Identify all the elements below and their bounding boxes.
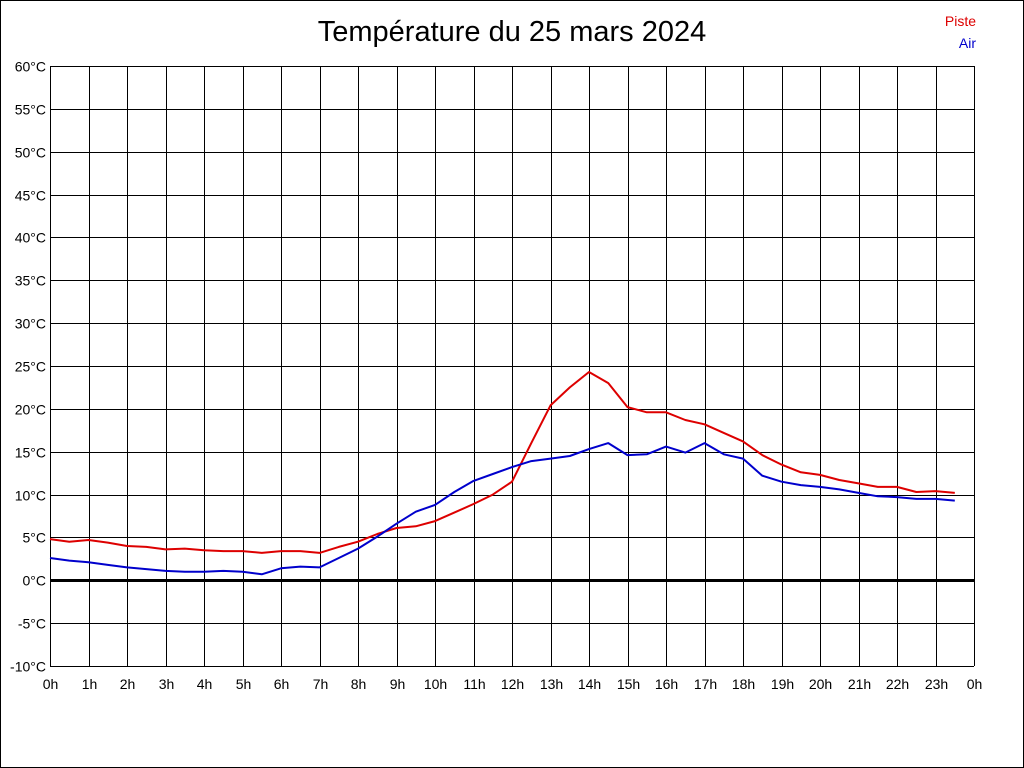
x-tick-label: 14h [578, 676, 601, 692]
y-tick-label: 30°C [15, 316, 46, 332]
x-tick-label: 5h [236, 676, 252, 692]
y-tick-label: 20°C [15, 402, 46, 418]
x-tick-label: 6h [274, 676, 290, 692]
x-tick-label: 9h [390, 676, 406, 692]
x-tick-label: 13h [540, 676, 563, 692]
legend-item-air: Air [958, 35, 976, 51]
x-tick-label: 3h [159, 676, 175, 692]
x-tick-label: 8h [351, 676, 367, 692]
y-tick-label: 15°C [15, 445, 46, 461]
y-tick-label: 60°C [15, 59, 46, 75]
x-tick-label: 4h [197, 676, 213, 692]
x-tick-label: 17h [694, 676, 717, 692]
legend-item-piste: Piste [944, 13, 976, 29]
y-tick-label: 50°C [15, 145, 46, 161]
x-tick-label: 10h [424, 676, 447, 692]
y-tick-label: 45°C [15, 188, 46, 204]
y-tick-label: -10°C [10, 659, 46, 675]
y-tick-label: 25°C [15, 359, 46, 375]
x-tick-label: 0h [967, 676, 983, 692]
x-tick-label: 18h [732, 676, 755, 692]
x-tick-label: 7h [313, 676, 329, 692]
x-tick-label: 15h [617, 676, 640, 692]
y-tick-label: 5°C [23, 530, 47, 546]
x-tick-label: 12h [501, 676, 524, 692]
y-tick-label: 0°C [23, 573, 47, 589]
x-tick-label: 19h [771, 676, 794, 692]
y-tick-label: 40°C [15, 230, 46, 246]
y-tick-label: 10°C [15, 488, 46, 504]
x-tick-label: 0h [43, 676, 59, 692]
y-tick-label: -5°C [18, 616, 46, 632]
x-tick-label: 11h [463, 676, 485, 692]
x-tick-label: 23h [925, 676, 948, 692]
x-tick-label: 16h [655, 676, 678, 692]
x-tick-label: 1h [82, 676, 98, 692]
chart-title: Température du 25 mars 2024 [317, 16, 707, 48]
x-tick-label: 20h [809, 676, 832, 692]
y-tick-label: 55°C [15, 102, 46, 118]
y-tick-label: 35°C [15, 273, 46, 289]
series-line-air [49, 442, 955, 576]
x-tick-label: 2h [120, 676, 136, 692]
x-tick-label: 22h [886, 676, 909, 692]
x-tick-label: 21h [848, 676, 871, 692]
series-line-piste [49, 371, 955, 554]
